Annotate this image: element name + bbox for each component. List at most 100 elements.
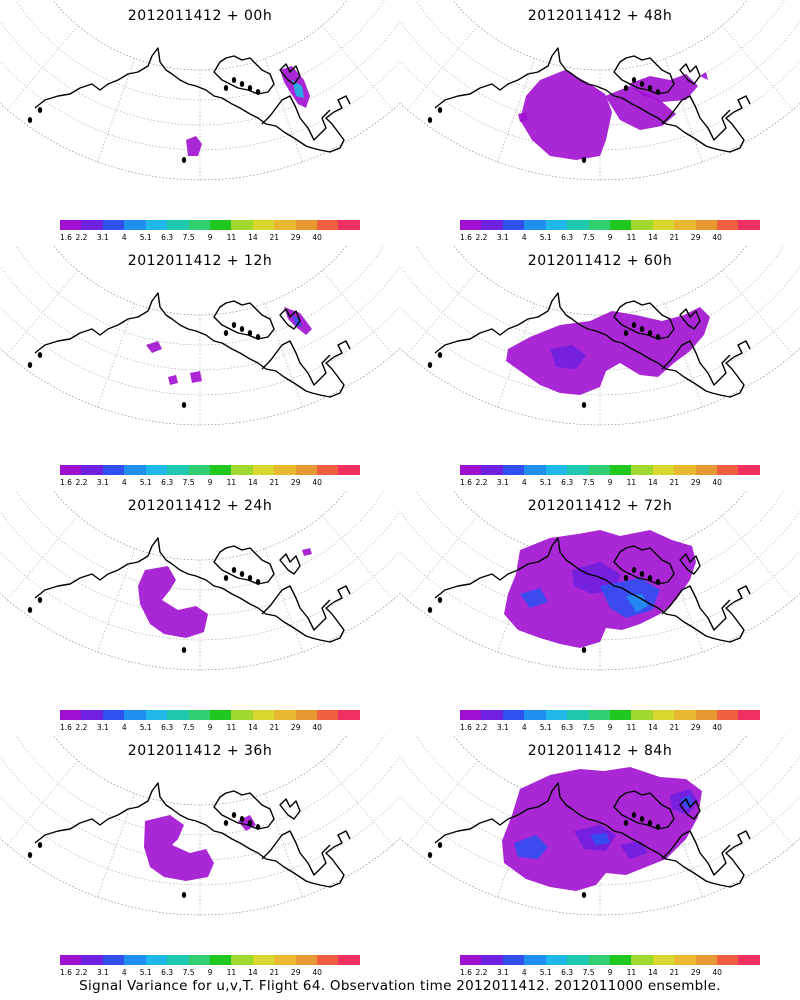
longitude-line	[406, 760, 479, 845]
latitude-line	[0, 755, 400, 861]
colorbar-label: 5.1	[139, 478, 152, 487]
colorbar-label: 1.6	[460, 968, 472, 977]
colorbar-label: 11	[226, 478, 237, 487]
colorbar-swatch	[167, 465, 189, 475]
colorbar-label: 29	[290, 968, 301, 977]
colorbar-label: 9	[207, 968, 213, 977]
colorbar-swatch	[295, 465, 318, 475]
panel-title: 2012011412 + 60h	[527, 253, 673, 269]
coastline	[434, 537, 751, 643]
longitude-line	[97, 548, 136, 652]
colorbar-label: 6.3	[161, 723, 174, 732]
colorbar-swatch	[81, 710, 103, 720]
island	[247, 85, 253, 91]
colorbar-swatch	[588, 465, 610, 475]
colorbar-swatch	[481, 710, 503, 720]
coastline	[679, 553, 701, 575]
longitude-line	[497, 58, 536, 162]
colorbar-swatch	[252, 710, 275, 720]
colorbar-swatch	[674, 465, 696, 475]
figure-caption: Signal Variance for u,v,T. Flight 64. Ob…	[79, 978, 721, 994]
colorbar-label: 6.3	[561, 968, 574, 977]
colorbar-label: 5.1	[539, 968, 552, 977]
variance-region	[292, 80, 304, 98]
latitude-line	[0, 265, 400, 371]
island	[631, 812, 637, 818]
coastline	[34, 47, 351, 153]
colorbar-swatch	[460, 465, 482, 475]
colorbar-swatch	[231, 710, 253, 720]
colorbar-label: 3.1	[96, 233, 109, 242]
coastline	[613, 790, 675, 830]
colorbar-swatch	[252, 465, 275, 475]
island	[639, 571, 645, 577]
colorbar-swatch	[502, 710, 525, 720]
colorbar-labels: 1.6 2.2 3.1 4 5.1 6.3 7.5 9 11 14 21 29 40	[60, 968, 360, 978]
panel-title: 2012011412 + 24h	[127, 498, 273, 514]
colorbar-label: 1.6	[60, 478, 72, 487]
island	[239, 571, 245, 577]
longitude-line	[321, 270, 394, 355]
map	[0, 490, 400, 671]
colorbar-label: 14	[248, 723, 258, 732]
island	[427, 607, 433, 613]
colorbar-label: 14	[648, 233, 658, 242]
colorbar-label: 6.3	[561, 723, 574, 732]
island	[27, 362, 33, 368]
island	[247, 330, 253, 336]
coastline	[434, 292, 751, 398]
colorbar	[460, 955, 760, 965]
colorbar-label: 9	[207, 233, 213, 242]
map	[400, 490, 800, 671]
panel-title: 2012011412 + 12h	[127, 253, 273, 269]
colorbar-label: 3.1	[96, 723, 109, 732]
colorbar-swatch	[631, 465, 653, 475]
island	[181, 157, 187, 163]
colorbar-label: 3.1	[496, 478, 509, 487]
longitude-line	[406, 270, 479, 355]
colorbar-swatch	[274, 220, 296, 230]
coastline	[279, 308, 301, 330]
colorbar-swatch	[102, 955, 125, 965]
map-panel-72h: 2012011412 + 72h 1.6 2.2 3.1 4 5.1 6.3 7.5 9 11 1…	[400, 490, 800, 735]
colorbar-label: 6.3	[161, 968, 174, 977]
colorbar-swatch	[209, 710, 232, 720]
colorbar-label: 40	[712, 968, 722, 977]
coastline	[261, 830, 331, 876]
coastline	[261, 95, 331, 141]
colorbar-swatch	[124, 220, 146, 230]
colorbar-label: 14	[248, 478, 258, 487]
island	[631, 567, 637, 573]
colorbar-label: 5.1	[139, 233, 152, 242]
colorbar-swatch	[460, 220, 482, 230]
colorbar-label: 9	[607, 968, 613, 977]
longitude-line	[406, 515, 479, 600]
colorbar-label: 29	[290, 478, 301, 487]
colorbar-swatch	[460, 955, 482, 965]
map	[400, 0, 800, 181]
colorbar-swatch	[738, 220, 760, 230]
colorbar-swatch	[524, 710, 546, 720]
colorbar-swatch	[145, 955, 168, 965]
island	[255, 89, 261, 95]
colorbar-label: 6.3	[561, 233, 574, 242]
coastline	[213, 55, 275, 95]
coastline	[661, 830, 731, 876]
colorbar-swatch	[102, 710, 125, 720]
colorbar-swatch	[631, 955, 653, 965]
colorbar-label: 3.1	[496, 968, 509, 977]
island	[581, 647, 587, 653]
variance-region	[144, 815, 214, 881]
island	[655, 89, 661, 95]
island	[223, 85, 229, 91]
colorbar-swatch	[545, 710, 568, 720]
coastline	[261, 585, 331, 631]
colorbar-swatch	[145, 710, 168, 720]
colorbar-swatch	[252, 220, 275, 230]
colorbar-label: 7.5	[182, 478, 195, 487]
colorbar-swatch	[481, 220, 503, 230]
colorbar-swatch	[274, 710, 296, 720]
island	[239, 326, 245, 332]
colorbar-label: 1.6	[460, 233, 472, 242]
colorbar-labels: 1.6 2.2 3.1 4 5.1 6.3 7.5 9 11 14 21 29 40	[460, 968, 760, 978]
